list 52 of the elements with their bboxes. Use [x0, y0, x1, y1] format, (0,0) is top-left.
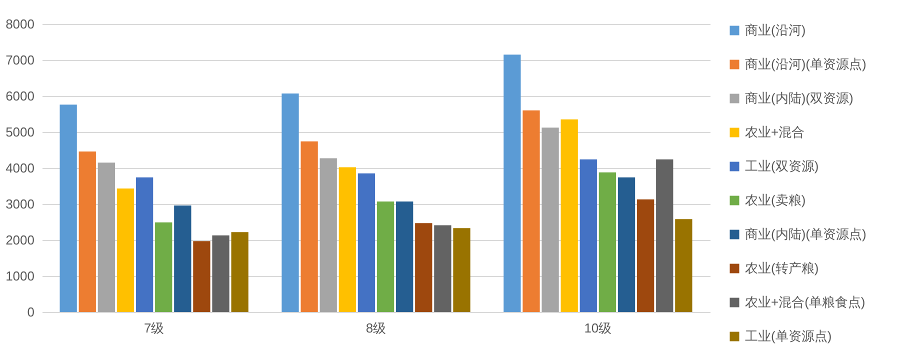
bar	[320, 158, 337, 312]
bar	[434, 225, 452, 312]
legend-label: 农业+混合(单粮食点)	[745, 294, 866, 310]
legend-label: 工业(双资源)	[745, 158, 819, 174]
bar	[618, 177, 636, 312]
bar	[504, 54, 521, 312]
bar	[453, 228, 470, 312]
y-tick-label: 1000	[6, 268, 34, 284]
legend-label: 商业(沿河)(单资源点)	[745, 56, 866, 72]
bar	[78, 151, 96, 312]
bar	[598, 172, 616, 312]
bar	[116, 188, 134, 312]
legend-label: 农业(卖粮)	[745, 192, 806, 208]
y-tick-label: 7000	[6, 52, 34, 68]
bar	[358, 173, 376, 312]
x-tick-label: 7级	[144, 320, 164, 336]
legend-label: 农业(转产粮)	[745, 260, 819, 276]
y-tick-label: 2000	[6, 232, 34, 248]
bar	[415, 223, 432, 312]
bar	[212, 235, 230, 312]
y-tick-label: 5000	[6, 124, 34, 140]
legend-label: 工业(单资源点)	[745, 328, 832, 344]
bar	[231, 232, 248, 312]
bar	[300, 141, 318, 312]
y-tick-label: 4000	[6, 160, 34, 176]
bar	[396, 201, 414, 312]
legend-label: 商业(内陆)(双资源)	[745, 90, 854, 106]
legend-label: 商业(内陆)(单资源点)	[745, 226, 866, 242]
bar	[174, 205, 192, 312]
bar	[656, 159, 674, 312]
bar	[560, 119, 578, 312]
bar	[338, 167, 356, 312]
y-tick-label: 0	[27, 304, 34, 320]
bar	[376, 201, 394, 312]
bar	[155, 222, 172, 312]
x-tick-label: 10级	[584, 320, 612, 336]
bar	[522, 110, 540, 312]
y-tick-label: 6000	[6, 88, 34, 104]
bar	[98, 162, 116, 312]
bar	[675, 219, 692, 312]
bar	[636, 199, 654, 312]
y-tick-label: 3000	[6, 196, 34, 212]
bar	[580, 159, 597, 312]
legend-label: 农业+混合	[745, 124, 805, 140]
x-tick-label: 8级	[366, 320, 386, 336]
bar	[542, 128, 559, 312]
bar	[193, 241, 210, 312]
legend-label: 商业(沿河)	[745, 22, 806, 38]
bar	[282, 93, 299, 312]
bar	[60, 104, 77, 312]
y-tick-label: 8000	[6, 16, 34, 32]
bar	[136, 177, 154, 312]
